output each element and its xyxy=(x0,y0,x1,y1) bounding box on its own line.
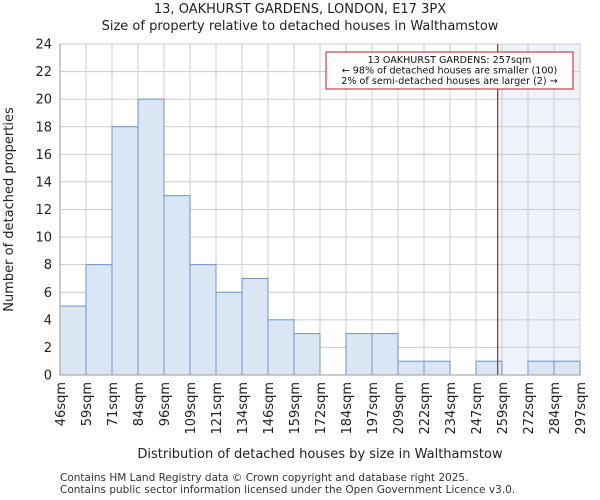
y-tick-label: 10 xyxy=(35,231,52,246)
footer-line-1: Contains HM Land Registry data © Crown c… xyxy=(60,472,469,484)
x-tick-label: 234sqm xyxy=(444,382,459,435)
x-tick-label: 159sqm xyxy=(288,382,303,435)
y-tick-label: 20 xyxy=(35,93,52,108)
bar-46sqm xyxy=(59,305,87,376)
bar-134sqm xyxy=(241,277,269,376)
y-tick-label: 6 xyxy=(44,286,52,301)
y-tick-label: 24 xyxy=(35,38,52,53)
x-tick-label: 96sqm xyxy=(158,382,173,426)
x-tick-label: 297sqm xyxy=(574,382,589,435)
bar-197sqm xyxy=(371,333,399,376)
x-tick-label: 259sqm xyxy=(496,382,511,435)
bar-59sqm xyxy=(85,264,113,376)
bar-184sqm xyxy=(345,333,373,376)
bar-159sqm xyxy=(293,333,321,376)
y-tick-label: 16 xyxy=(35,148,52,163)
x-tick-label: 84sqm xyxy=(132,382,147,426)
y-tick-label: 14 xyxy=(35,175,52,190)
bar-71sqm xyxy=(111,126,139,376)
annotation-line-3: 2% of semi-detached houses are larger (2… xyxy=(341,76,558,87)
x-tick-label: 172sqm xyxy=(314,382,329,435)
y-tick-label: 18 xyxy=(35,120,52,135)
bar-84sqm xyxy=(137,98,165,376)
x-tick-label: 184sqm xyxy=(340,382,355,435)
x-tick-label: 71sqm xyxy=(106,382,121,426)
annotation-line-1: 13 OAKHURST GARDENS: 257sqm xyxy=(368,55,532,66)
x-tick-label: 247sqm xyxy=(470,382,485,435)
x-tick-label: 59sqm xyxy=(80,382,95,426)
y-tick-label: 8 xyxy=(44,258,52,273)
y-axis-label: Number of detached properties xyxy=(2,107,17,312)
x-tick-label: 197sqm xyxy=(366,382,381,435)
footer-line-2: Contains public sector information licen… xyxy=(60,484,516,496)
annotation-box xyxy=(325,51,574,90)
bar-209sqm xyxy=(397,360,425,376)
x-tick-label: 284sqm xyxy=(548,382,563,435)
x-tick-label: 146sqm xyxy=(262,382,277,435)
y-tick-label: 12 xyxy=(35,203,52,218)
x-tick-label: 209sqm xyxy=(392,382,407,435)
x-tick-label: 222sqm xyxy=(418,382,433,435)
x-tick-label: 272sqm xyxy=(522,382,537,435)
x-tick-label: 109sqm xyxy=(184,382,199,435)
bar-121sqm xyxy=(215,291,243,376)
x-tick-label: 46sqm xyxy=(54,382,69,426)
bar-109sqm xyxy=(189,264,217,376)
annotation-line-2: ← 98% of detached houses are smaller (10… xyxy=(342,66,558,77)
x-tick-label: 134sqm xyxy=(236,382,251,435)
y-tick-label: 22 xyxy=(35,65,52,80)
y-tick-label: 2 xyxy=(44,341,52,356)
x-axis-label: Distribution of detached houses by size … xyxy=(137,447,503,462)
bar-146sqm xyxy=(267,319,295,376)
x-tick-label: 121sqm xyxy=(210,382,225,435)
bar-272sqm xyxy=(527,360,555,376)
y-tick-label: 4 xyxy=(44,313,52,328)
y-tick-label: 0 xyxy=(44,369,52,384)
chart-title: 13, OAKHURST GARDENS, LONDON, E17 3PX xyxy=(153,2,447,17)
bar-284sqm xyxy=(553,360,581,376)
chart-subtitle: Size of property relative to detached ho… xyxy=(101,19,499,34)
bar-96sqm xyxy=(163,195,191,376)
bar-222sqm xyxy=(423,360,451,376)
